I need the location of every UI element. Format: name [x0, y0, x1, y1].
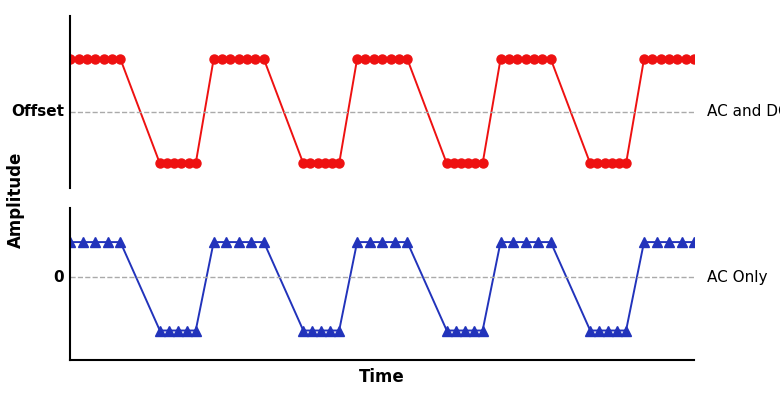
- X-axis label: Time: Time: [360, 368, 405, 386]
- Text: Offset: Offset: [11, 104, 64, 119]
- Text: 0: 0: [53, 270, 64, 284]
- Text: AC and DC: AC and DC: [707, 104, 780, 119]
- Text: Amplitude: Amplitude: [6, 152, 25, 248]
- Text: AC Only: AC Only: [707, 270, 768, 284]
